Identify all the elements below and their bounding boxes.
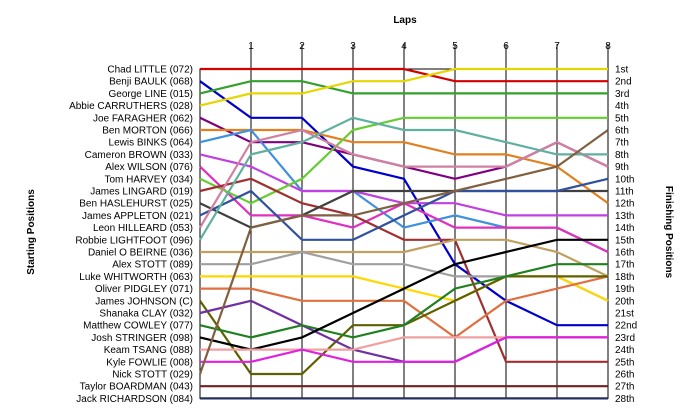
start-driver-label: Luke WHITWORTH (063) bbox=[79, 272, 193, 283]
lap-tick-label: 5 bbox=[452, 41, 458, 52]
start-driver-label: Kyle FOWLIE (008) bbox=[106, 357, 193, 368]
finish-position-label: 12th bbox=[615, 199, 634, 210]
driver-line bbox=[199, 177, 609, 241]
start-driver-label: Lewis BINKS (064) bbox=[109, 138, 193, 149]
driver-line bbox=[198, 129, 609, 375]
lap-tick-label: 4 bbox=[401, 41, 407, 52]
lap-tick-label: 2 bbox=[299, 41, 305, 52]
starting-position-labels: Chad LITTLE (072)Benji BAULK (068)George… bbox=[69, 65, 193, 405]
start-driver-label: Leon HILLEARD (053) bbox=[93, 223, 193, 234]
finish-position-label: 1st bbox=[615, 65, 629, 76]
start-driver-label: Ben HASLEHURST (025) bbox=[79, 199, 193, 210]
lap-tick-label: 7 bbox=[554, 41, 560, 52]
finish-position-label: 9th bbox=[615, 162, 629, 173]
finish-position-label: 13th bbox=[615, 211, 634, 222]
finish-position-label: 22nd bbox=[615, 321, 637, 332]
finish-position-label: 15th bbox=[615, 235, 634, 246]
finish-position-label: 28th bbox=[615, 394, 634, 405]
start-driver-label: James LINGARD (019) bbox=[90, 187, 193, 198]
driver-line bbox=[200, 238, 609, 278]
driver-line bbox=[199, 80, 608, 95]
start-driver-label: Keam TSANG (088) bbox=[104, 345, 193, 356]
start-driver-label: Joe FARAGHER (062) bbox=[93, 113, 193, 124]
start-driver-label: Robbie LIGHTFOOT (096) bbox=[75, 235, 193, 246]
finish-position-label: 16th bbox=[615, 248, 634, 259]
series-layer bbox=[198, 67, 609, 400]
finish-position-label: 27th bbox=[615, 382, 634, 393]
finishing-position-labels: 1st2nd3rd4th5th6th7th8th9th10th11th12th1… bbox=[615, 65, 637, 405]
finish-position-label: 23rd bbox=[615, 333, 635, 344]
x-axis-title: Laps bbox=[393, 15, 417, 26]
start-driver-label: Benji BAULK (068) bbox=[109, 77, 193, 88]
lap-tick-label: 8 bbox=[605, 41, 611, 52]
lap-tick-label: 1 bbox=[248, 41, 254, 52]
finish-position-label: 7th bbox=[615, 138, 629, 149]
finish-position-label: 8th bbox=[615, 150, 629, 161]
finish-position-label: 20th bbox=[615, 296, 634, 307]
start-driver-label: James JOHNSON (C) bbox=[95, 296, 193, 307]
finish-position-label: 17th bbox=[615, 260, 634, 271]
lap-tick-label: 3 bbox=[350, 41, 356, 52]
finish-position-label: 24th bbox=[615, 345, 634, 356]
driver-line bbox=[199, 116, 608, 205]
start-driver-label: Ben MORTON (066) bbox=[102, 126, 193, 137]
driver-line bbox=[199, 238, 608, 351]
driver-line bbox=[199, 80, 608, 327]
driver-line bbox=[200, 336, 608, 363]
lap-tick-labels: 1 2 3 4 5 6 7 8 bbox=[248, 41, 611, 52]
finish-position-label: 21st bbox=[615, 309, 634, 320]
start-driver-label: Tom HARVEY (034) bbox=[104, 174, 193, 185]
finish-position-label: 11th bbox=[615, 187, 634, 198]
start-driver-label: Jack RICHARDSON (084) bbox=[76, 394, 193, 405]
driver-line bbox=[199, 177, 608, 363]
start-driver-label: Cameron BROWN (033) bbox=[85, 150, 193, 161]
start-driver-label: Taylor BOARDMAN (043) bbox=[80, 382, 193, 393]
start-driver-label: Abbie CARRUTHERS (028) bbox=[69, 101, 193, 112]
finish-position-label: 18th bbox=[615, 272, 634, 283]
right-axis-title: Finishing Positions bbox=[663, 186, 674, 279]
finish-position-label: 4th bbox=[615, 101, 629, 112]
finish-position-label: 14th bbox=[615, 223, 634, 234]
finish-position-label: 25th bbox=[615, 357, 634, 368]
finish-position-label: 10th bbox=[615, 174, 634, 185]
left-axis-title: Starting Positions bbox=[26, 189, 37, 275]
finish-position-label: 2nd bbox=[615, 77, 632, 88]
start-driver-label: Matthew COWLEY (077) bbox=[83, 321, 193, 332]
start-driver-label: Daniel O BEIRNE (036) bbox=[88, 248, 193, 259]
start-driver-label: Nick STOTT (029) bbox=[112, 370, 193, 381]
finish-position-label: 6th bbox=[615, 126, 629, 137]
start-driver-label: Chad LITTLE (072) bbox=[107, 65, 193, 76]
finish-position-label: 19th bbox=[615, 284, 634, 295]
start-driver-label: Oliver PIDGLEY (071) bbox=[95, 284, 193, 295]
driver-line bbox=[199, 67, 608, 107]
start-driver-label: James APPLETON (021) bbox=[82, 211, 193, 222]
lap-tick-label: 6 bbox=[503, 41, 509, 52]
driver-line bbox=[200, 275, 609, 339]
driver-line bbox=[199, 263, 608, 339]
finish-position-label: 3rd bbox=[615, 89, 629, 100]
finish-position-label: 5th bbox=[615, 113, 629, 124]
start-driver-label: George LINE (015) bbox=[109, 89, 194, 100]
start-driver-label: Alex STOTT (089) bbox=[112, 260, 193, 271]
driver-line bbox=[199, 116, 608, 241]
start-driver-label: Josh STRINGER (098) bbox=[91, 333, 193, 344]
start-driver-label: Alex WILSON (076) bbox=[105, 162, 193, 173]
driver-line bbox=[200, 128, 609, 205]
start-driver-label: Shanaka CLAY (032) bbox=[99, 309, 193, 320]
driver-line bbox=[200, 67, 608, 83]
finish-position-label: 26th bbox=[615, 370, 634, 381]
